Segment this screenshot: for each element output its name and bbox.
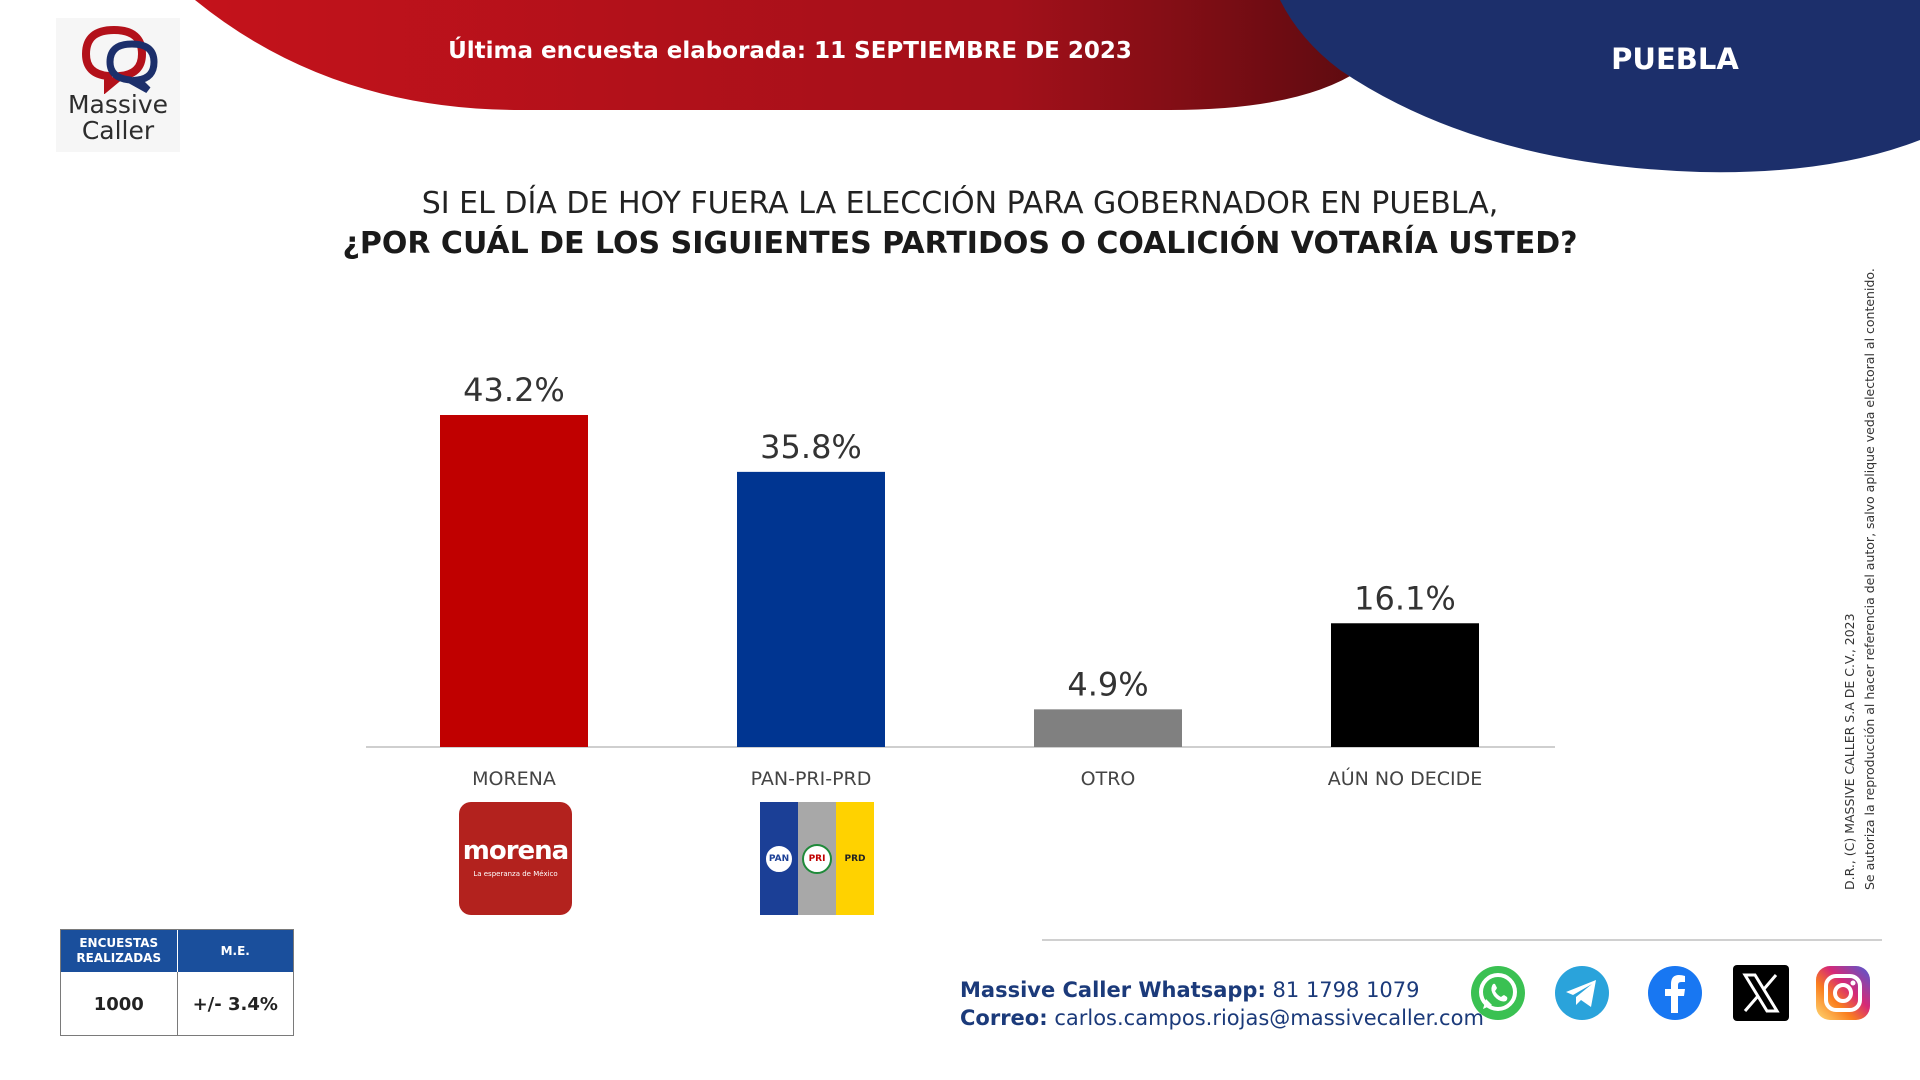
prd-badge: PRD xyxy=(840,843,870,874)
stats-value-row: 1000 +/- 3.4% xyxy=(61,972,293,1036)
stats-surveys-value: 1000 xyxy=(93,993,144,1015)
massive-caller-logo: Massive Caller xyxy=(56,18,180,152)
whatsapp-number[interactable]: 81 1798 1079 xyxy=(1272,978,1420,1002)
legal-line1: D.R., (C) MASSIVE CALLER S.A DE C.V., 20… xyxy=(1842,613,1857,890)
contact-whatsapp: Massive Caller Whatsapp: 81 1798 1079 xyxy=(960,976,1484,1004)
pri-badge: PRI xyxy=(802,843,832,874)
logo-name-line2: Caller xyxy=(81,116,155,145)
bar-1 xyxy=(737,471,885,747)
legal-notice: D.R., (C) MASSIVE CALLER S.A DE C.V., 20… xyxy=(1840,170,1880,890)
whatsapp-icon[interactable] xyxy=(1468,963,1528,1023)
survey-stats-table: ENCUESTAS REALIZADAS M.E. 1000 +/- 3.4% xyxy=(60,929,294,1036)
pri-stripe: PRI xyxy=(798,802,836,915)
legal-line2: Se autoriza la reproducción al hacer ref… xyxy=(1862,268,1877,890)
category-label-2: OTRO xyxy=(1081,768,1136,790)
pan-badge: PAN xyxy=(764,843,794,874)
bar-value-label-1: 35.8% xyxy=(760,428,862,466)
bar-value-label-0: 43.2% xyxy=(463,371,565,409)
pan-stripe: PAN xyxy=(760,802,798,915)
instagram-icon[interactable] xyxy=(1813,963,1873,1023)
morena-logo: morena La esperanza de México xyxy=(459,802,572,915)
stats-header-surveys: ENCUESTAS REALIZADAS xyxy=(76,936,162,965)
prd-stripe: PRD xyxy=(836,802,874,915)
whatsapp-label: Massive Caller Whatsapp: xyxy=(960,978,1266,1002)
bar-2 xyxy=(1034,709,1182,747)
stats-header-me: M.E. xyxy=(176,930,294,972)
survey-date: Última encuesta elaborada: 11 SEPTIEMBRE… xyxy=(448,38,1132,64)
bar-0 xyxy=(440,415,588,747)
stats-header-row: ENCUESTAS REALIZADAS M.E. xyxy=(61,930,293,972)
category-label-1: PAN-PRI-PRD xyxy=(751,768,872,790)
email-address[interactable]: carlos.campos.riojas@massivecaller.com xyxy=(1054,1006,1484,1030)
telegram-icon[interactable] xyxy=(1552,963,1612,1023)
bar-value-label-2: 4.9% xyxy=(1067,665,1148,703)
morena-logo-tagline: La esperanza de México xyxy=(473,870,558,878)
contact-email: Correo: carlos.campos.riojas@massivecall… xyxy=(960,1004,1484,1032)
category-label-3: AÚN NO DECIDE xyxy=(1328,766,1483,790)
state-name: PUEBLA xyxy=(1611,42,1739,76)
x-icon[interactable] xyxy=(1731,963,1791,1023)
question-line2: ¿POR CUÁL DE LOS SIGUIENTES PARTIDOS O C… xyxy=(342,226,1578,261)
category-label-0: MORENA xyxy=(472,768,556,790)
stats-me-value: +/- 3.4% xyxy=(176,972,294,1036)
contact-info: Massive Caller Whatsapp: 81 1798 1079 Co… xyxy=(960,976,1484,1032)
footer-divider xyxy=(1042,939,1882,941)
header-red-banner xyxy=(195,0,1360,110)
morena-logo-word: morena xyxy=(462,836,569,866)
logo-name-line1: Massive xyxy=(67,90,169,119)
facebook-icon[interactable] xyxy=(1645,963,1705,1023)
question-line1: SI EL DÍA DE HOY FUERA LA ELECCIÓN PARA … xyxy=(421,186,1499,221)
bar-3 xyxy=(1331,623,1479,747)
email-label: Correo: xyxy=(960,1006,1048,1030)
logo-mark-icon xyxy=(81,25,158,94)
bar-value-label-3: 16.1% xyxy=(1354,579,1456,617)
header-navy-banner xyxy=(1280,0,1920,173)
pan-pri-prd-logo: PAN PRI PRD xyxy=(760,802,874,915)
